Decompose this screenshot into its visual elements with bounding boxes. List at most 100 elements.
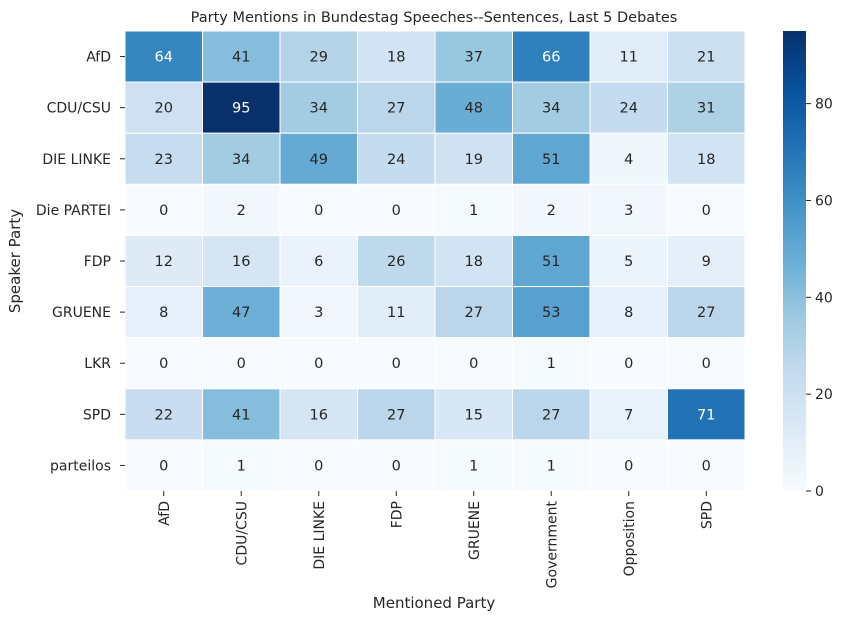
cell-value-label: 27 <box>697 305 715 321</box>
heatmap-cell <box>434 132 513 185</box>
y-axis-ticks: AfD CDU/CSU DIE LINKE Die PARTEI FDP GRUENE LK… <box>36 50 125 474</box>
y-tick-label: CDU/CSU <box>47 101 111 117</box>
heatmap-cell <box>512 439 591 492</box>
cell-value-label: 21 <box>697 50 715 66</box>
cell-value-label: 64 <box>155 50 173 66</box>
cell-value-label: 27 <box>542 407 560 423</box>
heatmap-cell <box>279 439 358 492</box>
heatmap-cell <box>279 388 358 441</box>
cell-value-label: 53 <box>542 305 560 321</box>
cell-value-label: 34 <box>542 101 560 117</box>
cell-value-label: 7 <box>624 407 633 423</box>
heatmap-cell <box>512 30 591 83</box>
heatmap-cell <box>434 388 513 441</box>
cell-value-label: 0 <box>237 356 246 372</box>
cell-value-label: 3 <box>314 305 323 321</box>
x-tick-label: CDU/CSU <box>234 501 250 565</box>
cell-value-label: 1 <box>469 458 478 474</box>
cell-value-label: 19 <box>465 152 483 168</box>
heatmap-cell <box>434 439 513 492</box>
heatmap-cell <box>667 337 746 390</box>
cell-value-label: 0 <box>702 458 711 474</box>
cell-value-label: 37 <box>465 50 483 66</box>
cell-value-label: 18 <box>465 254 483 270</box>
cell-value-label: 48 <box>465 101 483 117</box>
cell-value-label: 41 <box>232 407 250 423</box>
y-tick-label: LKR <box>84 356 111 372</box>
y-tick-label: Die PARTEI <box>36 203 111 219</box>
cell-value-label: 0 <box>314 203 323 219</box>
cell-value-label: 1 <box>469 203 478 219</box>
cell-value-label: 12 <box>155 254 173 270</box>
cell-value-label: 24 <box>387 152 405 168</box>
x-axis-label: Mentioned Party <box>373 594 496 612</box>
cell-value-label: 0 <box>469 356 478 372</box>
cell-value-label: 26 <box>387 254 405 270</box>
cell-value-label: 66 <box>542 50 560 66</box>
cell-value-label: 6 <box>314 254 323 270</box>
heatmap-cell <box>512 337 591 390</box>
cell-value-label: 0 <box>624 356 633 372</box>
y-tick-label: DIE LINKE <box>42 152 111 168</box>
cell-value-label: 71 <box>697 407 715 423</box>
chart-title: Party Mentions in Bundestag Speeches--Se… <box>191 10 678 26</box>
heatmap-cell <box>512 286 591 339</box>
heatmap-cell <box>279 132 358 185</box>
colorbar-tick-label: 40 <box>815 290 833 306</box>
cell-value-label: 51 <box>542 152 560 168</box>
heatmap-cell <box>589 183 668 236</box>
y-axis-label: Speaker Party <box>6 209 24 313</box>
heatmap-cell <box>357 132 436 185</box>
cell-value-label: 8 <box>624 305 633 321</box>
cell-value-label: 0 <box>159 356 168 372</box>
heatmap-cell <box>124 183 203 236</box>
cell-value-label: 41 <box>232 50 250 66</box>
heatmap-cell <box>124 30 203 83</box>
cell-value-label: 1 <box>547 458 556 474</box>
cell-value-label: 1 <box>237 458 246 474</box>
cell-value-label: 4 <box>624 152 633 168</box>
heatmap-cell <box>434 183 513 236</box>
cell-value-label: 2 <box>547 203 556 219</box>
cell-value-label: 0 <box>702 203 711 219</box>
cell-value-label: 0 <box>702 356 711 372</box>
cell-value-label: 95 <box>232 101 250 117</box>
heatmap-cell <box>202 286 281 339</box>
y-tick-label: GRUENE <box>52 305 111 321</box>
colorbar-tick-label: 20 <box>815 387 833 403</box>
heatmap-cell <box>667 30 746 83</box>
heatmap-cell <box>667 132 746 185</box>
cell-value-label: 0 <box>159 203 168 219</box>
cell-value-label: 0 <box>392 203 401 219</box>
heatmap-cell <box>667 81 746 134</box>
cell-value-label: 24 <box>620 101 638 117</box>
colorbar-gradient <box>783 31 806 491</box>
heatmap-cell <box>279 337 358 390</box>
heatmap-cell <box>667 439 746 492</box>
x-tick-label: FDP <box>389 501 405 528</box>
heatmap-cell <box>589 132 668 185</box>
heatmap-cell <box>512 81 591 134</box>
x-tick-label: DIE LINKE <box>312 501 328 570</box>
cell-value-label: 11 <box>387 305 405 321</box>
heatmap-cell <box>667 234 746 288</box>
heatmap-cell <box>124 337 203 390</box>
cell-value-label: 23 <box>155 152 173 168</box>
x-tick-label: GRUENE <box>467 501 483 560</box>
cell-value-label: 47 <box>232 305 250 321</box>
heatmap-cell <box>589 234 668 288</box>
heatmap-cell <box>202 81 281 134</box>
cell-value-label: 0 <box>314 356 323 372</box>
heatmap-cell <box>667 286 746 339</box>
cell-value-label: 11 <box>620 50 638 66</box>
cell-value-label: 0 <box>159 458 168 474</box>
x-tick-label: AfD <box>157 501 173 526</box>
cell-value-label: 15 <box>465 407 483 423</box>
cell-value-label: 51 <box>542 254 560 270</box>
x-axis-ticks: AfD CDU/CSU DIE LINKE FDP GRUENE Government Op… <box>157 491 715 588</box>
cell-value-label: 31 <box>697 101 715 117</box>
y-tick-label: FDP <box>84 254 111 270</box>
heatmap-cell <box>434 286 513 339</box>
